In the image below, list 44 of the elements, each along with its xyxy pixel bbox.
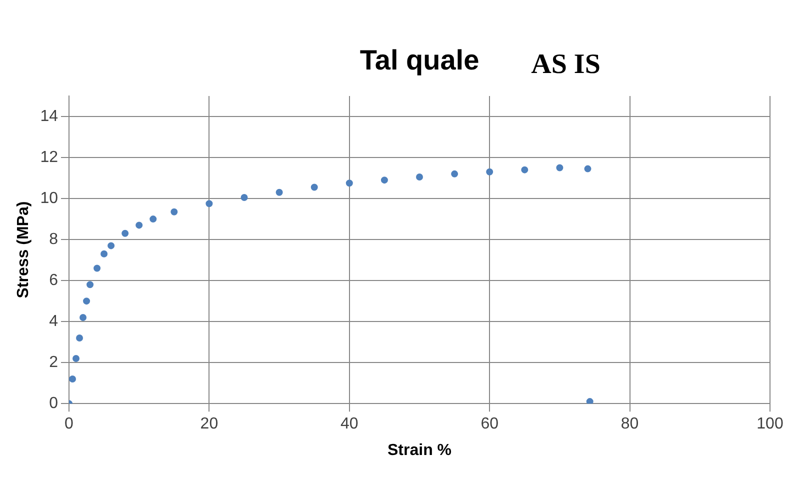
point bbox=[83, 298, 90, 305]
x-tick-label: 0 bbox=[64, 416, 74, 433]
x-tick-label: 20 bbox=[200, 416, 218, 433]
point bbox=[108, 242, 115, 250]
point bbox=[310, 184, 318, 191]
point bbox=[100, 250, 108, 258]
point bbox=[69, 375, 76, 382]
text: AS IS bbox=[531, 49, 600, 80]
point bbox=[486, 168, 494, 176]
y-axis-title: Stress (MPa) bbox=[15, 201, 32, 298]
y-tick-label: 8 bbox=[49, 230, 58, 248]
point bbox=[170, 208, 178, 216]
point bbox=[206, 200, 213, 208]
y-tick-label: 10 bbox=[40, 190, 58, 207]
point bbox=[94, 264, 101, 272]
y-tick-label: 14 bbox=[40, 108, 58, 125]
point bbox=[136, 222, 143, 229]
point bbox=[521, 166, 528, 174]
point bbox=[150, 216, 157, 223]
x-axis-title: Strain % bbox=[387, 442, 452, 459]
point bbox=[276, 188, 283, 196]
y-tick-label: 12 bbox=[40, 148, 58, 166]
y-tick-label: 2 bbox=[49, 354, 58, 371]
y-tick-label: 0 bbox=[49, 395, 58, 412]
point bbox=[80, 314, 87, 321]
point bbox=[122, 230, 129, 237]
point bbox=[346, 180, 353, 187]
x-tick-label: 40 bbox=[340, 416, 358, 433]
point bbox=[556, 164, 564, 172]
x-tick-label: 80 bbox=[620, 416, 639, 433]
point bbox=[586, 398, 594, 404]
x-tick-label: 60 bbox=[480, 416, 499, 433]
point bbox=[380, 176, 388, 184]
point bbox=[72, 354, 80, 362]
point bbox=[86, 281, 94, 288]
chart-title: Tal quale bbox=[360, 44, 480, 76]
x-tick-label: 100 bbox=[756, 416, 784, 433]
point bbox=[451, 170, 458, 178]
point bbox=[240, 194, 248, 202]
point bbox=[416, 174, 423, 180]
point bbox=[584, 165, 592, 172]
y-tick-label: 6 bbox=[49, 272, 58, 289]
point bbox=[76, 334, 84, 342]
y-tick-label: 4 bbox=[49, 312, 58, 330]
